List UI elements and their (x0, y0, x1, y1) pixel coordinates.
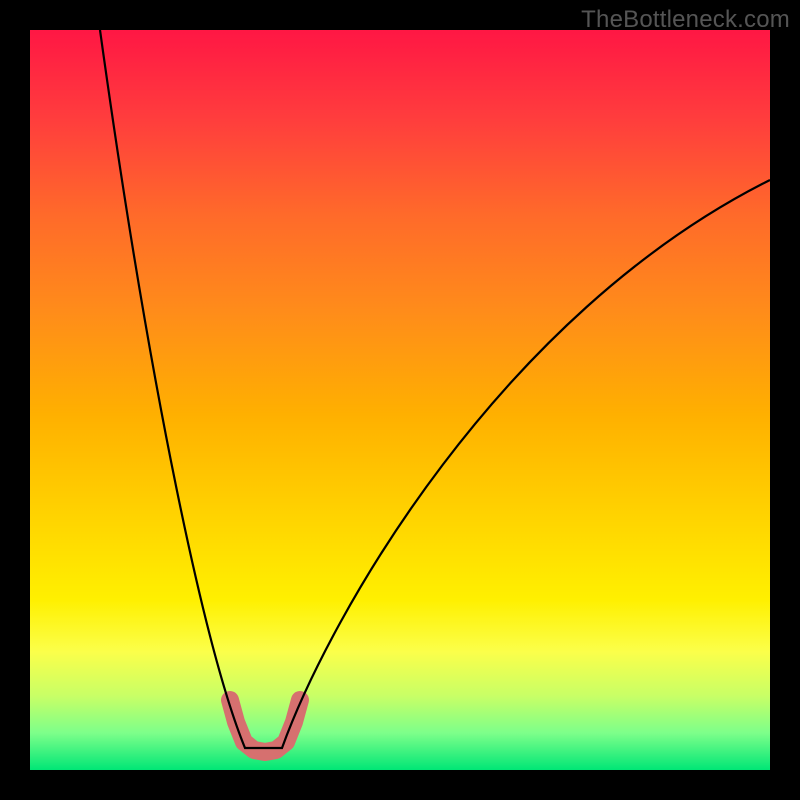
chart-frame: TheBottleneck.com (0, 0, 800, 800)
chart-svg (30, 30, 770, 770)
plot-area (30, 30, 770, 770)
gradient-background (30, 30, 770, 770)
